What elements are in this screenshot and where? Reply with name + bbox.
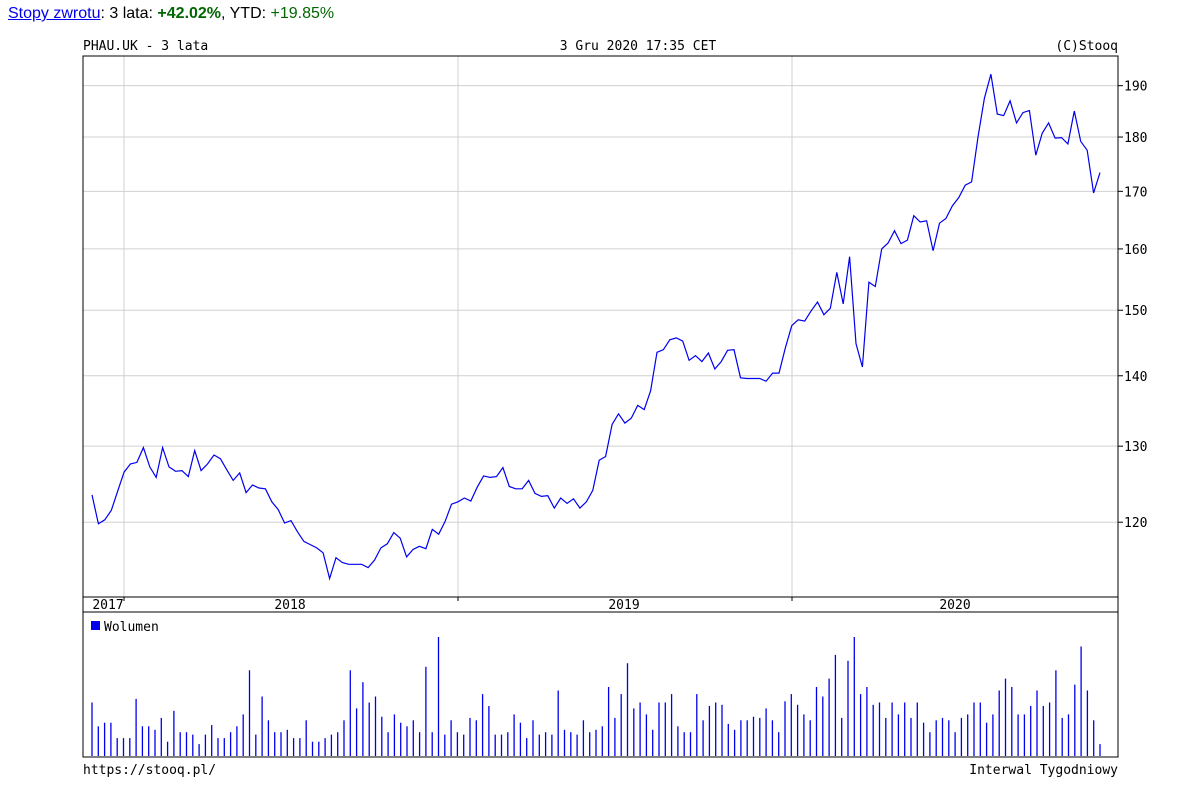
price-y-tick-label: 130: [1124, 440, 1147, 455]
volume-legend-swatch: [91, 621, 100, 630]
year-label: 2019: [608, 598, 639, 613]
price-y-tick-label: 190: [1124, 80, 1147, 95]
price-y-tick-label: 120: [1124, 516, 1147, 531]
volume-bars: [91, 637, 1101, 756]
source-url: https://stooq.pl/: [83, 763, 216, 778]
period-return: +42.02%: [157, 5, 222, 22]
price-y-tick-label: 150: [1124, 304, 1147, 319]
returns-summary: Stopy zwrotu: 3 lata: +42.02%, YTD: +19.…: [8, 5, 334, 23]
year-label: 2017: [92, 598, 123, 613]
price-grid: [83, 56, 1118, 597]
price-y-axis: 120 130 140 150 160 170 180 190: [1118, 80, 1147, 531]
chart-symbol-title: PHAU.UK - 3 lata: [83, 39, 208, 54]
year-label: 2018: [274, 598, 305, 613]
returns-link[interactable]: Stopy zwrotu: [8, 5, 101, 22]
returns-colon: :: [100, 5, 105, 22]
ytd-label: , YTD:: [221, 5, 271, 22]
interval-label: Interwal Tygodniowy: [969, 763, 1118, 778]
year-axis: 2017 2018 2019 2020: [92, 597, 971, 613]
price-y-tick-label: 160: [1124, 243, 1147, 258]
volume-plot-frame: [82, 611, 1119, 758]
volume-legend-label: Wolumen: [104, 620, 159, 635]
ytd-return: +19.85%: [270, 5, 335, 22]
year-label: 2020: [939, 598, 970, 613]
price-y-tick-label: 180: [1124, 131, 1147, 146]
chart-copyright: (C)Stooq: [1055, 39, 1118, 54]
price-line: [91, 74, 1101, 581]
price-y-tick-label: 170: [1124, 185, 1147, 200]
chart-timestamp: 3 Gru 2020 17:35 CET: [560, 39, 717, 54]
period-label: 3 lata:: [104, 5, 158, 22]
price-y-tick-label: 140: [1124, 370, 1147, 385]
